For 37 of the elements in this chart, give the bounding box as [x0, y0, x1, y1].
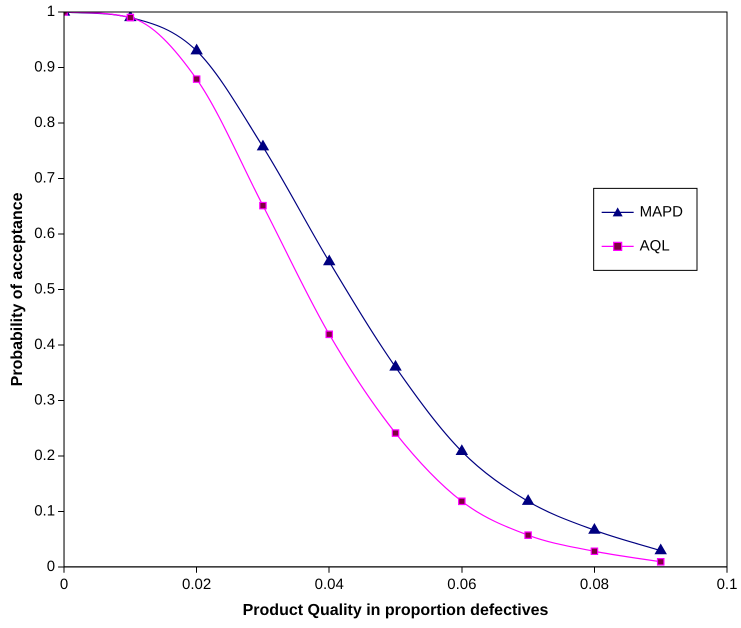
point: [190, 44, 202, 54]
y-tick-label: 0.7: [34, 170, 56, 187]
point: [257, 140, 269, 150]
point: [192, 75, 200, 83]
y-tick-label: 0: [46, 558, 56, 575]
y-axis-title: Probability of acceptance: [9, 192, 26, 386]
x-axis-title: Product Quality in proportion defectives: [242, 602, 549, 619]
legend-label: AQL: [640, 238, 670, 255]
point: [522, 494, 534, 505]
point: [654, 544, 666, 554]
x-tick-label: 0.08: [580, 576, 610, 593]
y-tick-label: 0.5: [34, 280, 56, 298]
y-tick-label: 0.9: [34, 58, 56, 76]
point: [390, 360, 402, 371]
point: [392, 429, 400, 437]
x-tick-label: 0.04: [314, 576, 344, 593]
x-tick-label: 0.06: [447, 576, 476, 593]
point: [590, 547, 598, 556]
x-tick-label: 0: [60, 576, 68, 593]
y-tick-label: 0.6: [34, 225, 56, 242]
legend-label: MAPD: [640, 204, 684, 221]
point: [325, 330, 334, 338]
point: [458, 498, 466, 506]
y-tick-label: 0.4: [34, 336, 56, 354]
x-tick-label: 0.1: [716, 576, 738, 593]
x-tick-label: 0.02: [182, 576, 212, 593]
y-tick-label: 0.8: [34, 114, 56, 132]
y-tick-label: 1: [46, 3, 56, 20]
point: [588, 524, 600, 534]
y-tick-label: 0.3: [34, 392, 56, 408]
point: [656, 558, 664, 566]
point: [456, 444, 468, 455]
point: [323, 255, 336, 266]
point: [259, 202, 267, 210]
y-tick-label: 0.1: [34, 502, 56, 520]
point: [524, 531, 532, 539]
y-tick-label: 0.2: [34, 446, 56, 464]
